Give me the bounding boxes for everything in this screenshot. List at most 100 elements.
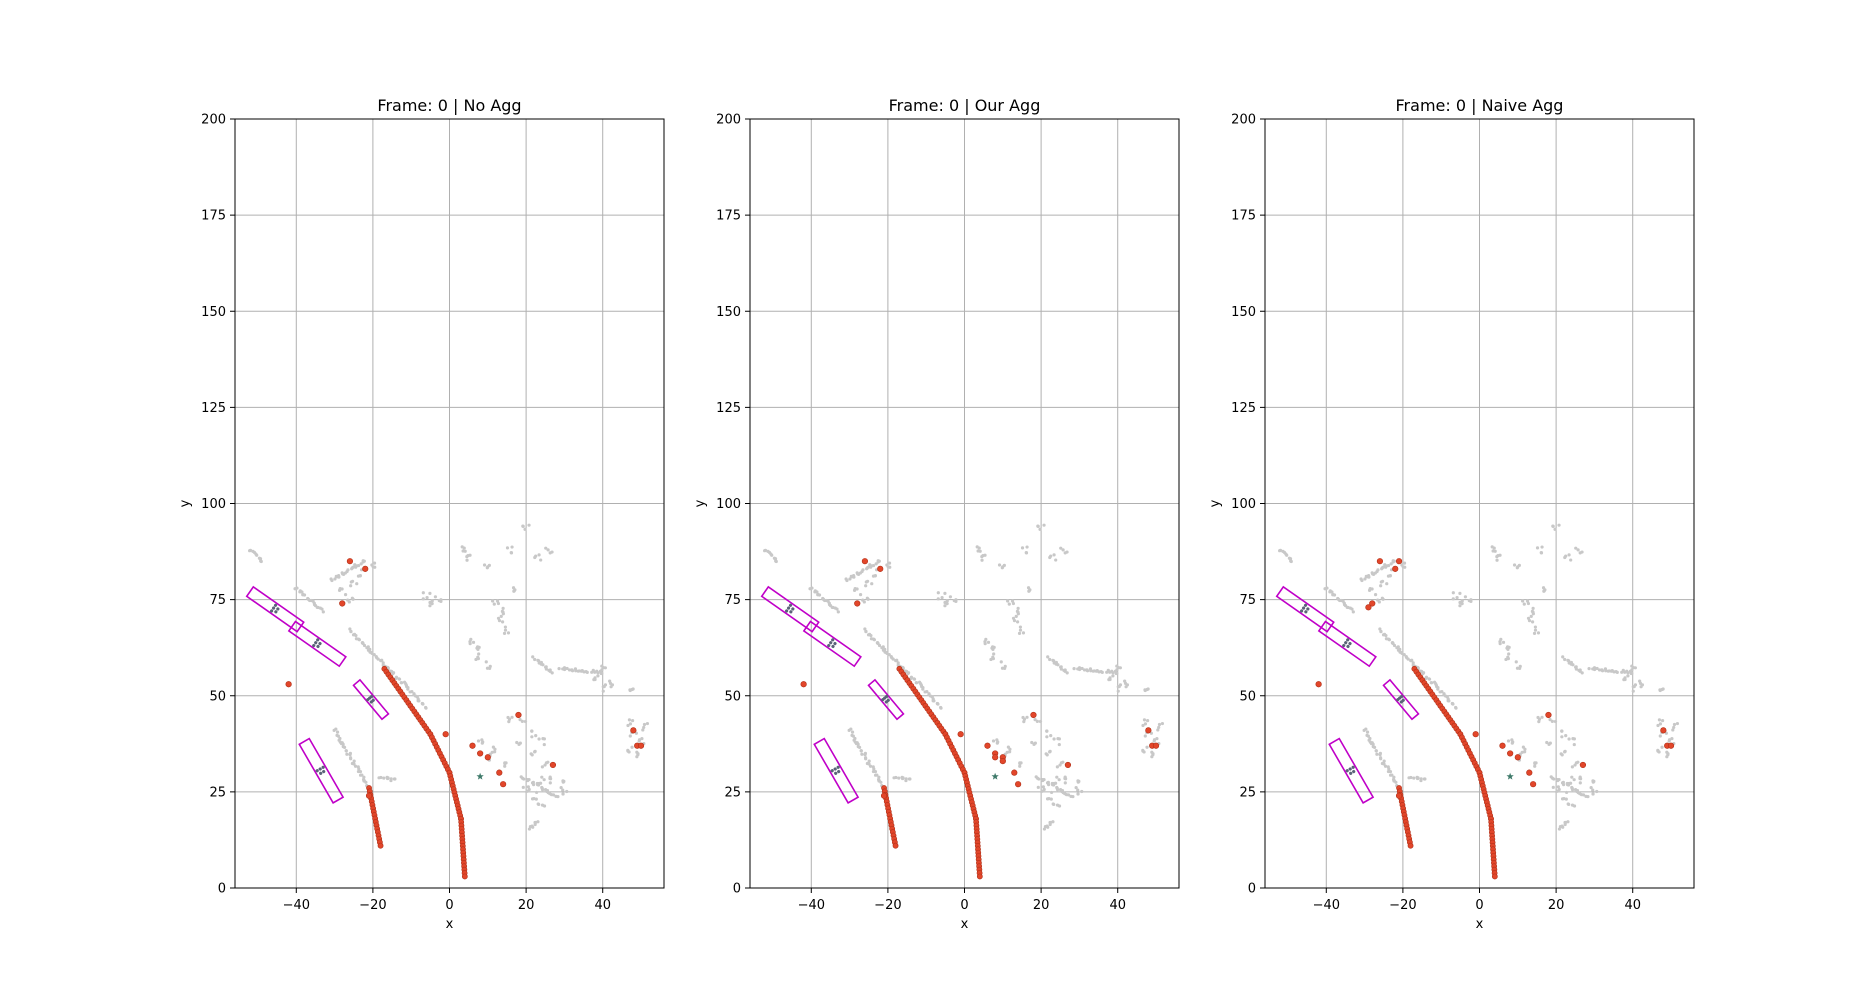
x-tick-label: 0 bbox=[445, 898, 453, 913]
background-point bbox=[1065, 671, 1069, 675]
background-point bbox=[907, 777, 912, 781]
background-point bbox=[1015, 620, 1020, 624]
background-point bbox=[1052, 553, 1056, 557]
background-point bbox=[1553, 719, 1558, 724]
background-point bbox=[1026, 586, 1031, 590]
background-point bbox=[1388, 770, 1393, 774]
background-point bbox=[863, 753, 867, 757]
background-point bbox=[533, 555, 537, 560]
x-tick-label: −20 bbox=[359, 898, 386, 913]
background-point bbox=[1551, 524, 1555, 528]
background-point bbox=[984, 637, 988, 641]
background-point bbox=[1548, 718, 1552, 722]
background-point bbox=[628, 688, 632, 693]
background-point bbox=[350, 579, 355, 583]
detected-point bbox=[984, 742, 991, 749]
background-point bbox=[1442, 692, 1446, 696]
y-tick-label: 100 bbox=[716, 497, 741, 512]
background-point bbox=[538, 781, 543, 785]
background-point bbox=[1553, 527, 1557, 531]
background-point bbox=[535, 790, 539, 795]
background-point bbox=[1632, 684, 1636, 689]
y-tick-label: 0 bbox=[1248, 882, 1256, 897]
background-point bbox=[1048, 555, 1052, 560]
detected-point bbox=[377, 842, 384, 849]
background-point bbox=[1045, 735, 1049, 739]
background-point bbox=[430, 602, 434, 606]
background-point bbox=[406, 687, 410, 691]
background-point bbox=[1394, 780, 1398, 784]
background-point bbox=[870, 582, 874, 586]
background-point bbox=[544, 761, 549, 765]
background-point bbox=[1533, 764, 1537, 768]
background-point bbox=[640, 736, 644, 741]
y-tick-label: 100 bbox=[201, 497, 226, 512]
background-point bbox=[1392, 643, 1397, 648]
x-tick-label: 0 bbox=[960, 898, 968, 913]
background-point bbox=[844, 577, 848, 581]
background-point bbox=[527, 777, 531, 782]
background-point bbox=[1638, 681, 1643, 685]
background-point bbox=[1495, 558, 1499, 562]
background-point bbox=[641, 728, 645, 732]
background-point bbox=[386, 776, 390, 780]
background-point bbox=[1460, 599, 1464, 603]
background-point bbox=[1451, 597, 1455, 601]
background-point bbox=[1506, 645, 1510, 649]
background-point bbox=[1020, 546, 1025, 550]
background-point bbox=[1003, 664, 1007, 669]
y-tick-label: 25 bbox=[209, 785, 226, 800]
background-point bbox=[1289, 559, 1293, 564]
background-point bbox=[835, 607, 839, 611]
x-tick-label: −40 bbox=[1313, 898, 1340, 913]
background-point bbox=[382, 776, 386, 780]
background-point bbox=[348, 627, 352, 631]
background-point bbox=[1537, 720, 1541, 724]
background-point bbox=[501, 606, 505, 610]
background-point bbox=[1507, 652, 1511, 656]
background-point bbox=[551, 793, 556, 797]
background-point bbox=[1107, 678, 1111, 682]
background-point bbox=[1410, 658, 1414, 662]
background-point bbox=[936, 597, 940, 601]
background-point bbox=[1049, 797, 1053, 801]
background-point bbox=[537, 737, 541, 741]
background-point bbox=[1460, 602, 1464, 606]
background-point bbox=[859, 749, 863, 753]
background-point bbox=[1518, 664, 1522, 669]
background-point bbox=[1063, 776, 1067, 781]
background-point bbox=[975, 545, 979, 549]
background-point bbox=[1535, 546, 1540, 550]
background-point bbox=[533, 657, 537, 662]
background-point bbox=[1053, 781, 1058, 785]
background-point bbox=[847, 728, 851, 733]
background-point bbox=[1288, 557, 1293, 561]
bounding-box bbox=[245, 585, 305, 633]
background-point bbox=[1047, 797, 1051, 801]
background-point bbox=[503, 764, 507, 768]
background-point bbox=[1124, 685, 1128, 689]
bounding-box bbox=[1382, 678, 1420, 721]
background-point bbox=[940, 596, 944, 600]
background-point bbox=[548, 781, 552, 785]
y-tick-label: 125 bbox=[1231, 401, 1256, 416]
detected-point bbox=[1011, 769, 1018, 776]
background-point bbox=[349, 630, 353, 634]
background-point bbox=[1490, 545, 1494, 549]
background-point bbox=[1365, 730, 1370, 734]
background-point bbox=[460, 545, 464, 549]
background-point bbox=[542, 778, 546, 782]
background-point bbox=[1038, 527, 1042, 531]
background-point bbox=[1521, 599, 1525, 603]
background-point bbox=[540, 803, 545, 807]
background-point bbox=[1037, 777, 1041, 781]
detected-point bbox=[549, 761, 557, 769]
background-point bbox=[522, 777, 526, 781]
background-point bbox=[887, 561, 892, 565]
background-point bbox=[1557, 827, 1562, 831]
background-point bbox=[561, 792, 565, 796]
background-point bbox=[1045, 729, 1049, 733]
background-point bbox=[810, 586, 814, 590]
background-point bbox=[1057, 778, 1061, 782]
background-point bbox=[1557, 523, 1561, 527]
